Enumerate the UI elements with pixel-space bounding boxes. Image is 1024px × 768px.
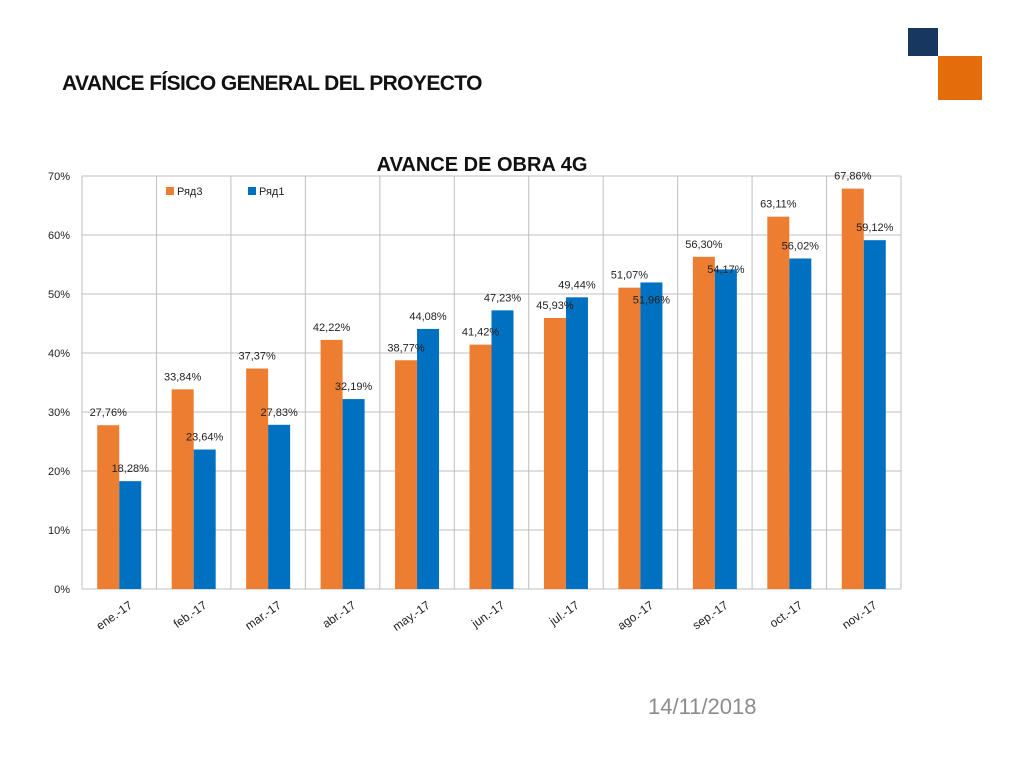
bar-ryad3 <box>97 425 120 589</box>
x-tick-label: feb.-17 <box>171 598 210 631</box>
bar-ryad1 <box>342 399 365 589</box>
y-tick-label: 10% <box>48 525 70 537</box>
y-tick-label: 60% <box>48 230 70 242</box>
data-label-ryad3: 33,84% <box>164 371 202 383</box>
bar-ryad1 <box>193 449 216 589</box>
x-tick-label: abr.-17 <box>320 598 359 631</box>
bar-ryad3 <box>246 368 269 589</box>
legend-label: Ряд3 <box>177 186 202 198</box>
data-label-ryad3: 38,77% <box>387 342 425 354</box>
navy-accent-square <box>908 28 938 56</box>
x-tick-label: jul.-17 <box>546 598 582 629</box>
y-tick-label: 40% <box>48 348 70 360</box>
bar-ryad1 <box>565 297 588 589</box>
data-label-ryad3: 42,22% <box>313 322 351 334</box>
data-label-ryad1: 27,83% <box>260 407 298 419</box>
data-label-ryad3: 27,76% <box>90 407 128 419</box>
x-tick-label: ene.-17 <box>94 598 136 633</box>
data-label-ryad3: 51,07% <box>611 270 649 282</box>
bar-ryad3 <box>618 287 641 589</box>
bar-ryad1 <box>640 282 663 589</box>
bar-ryad1 <box>268 424 291 589</box>
bar-ryad1 <box>714 269 737 589</box>
data-label-ryad3: 37,37% <box>238 351 276 363</box>
orange-accent-square <box>938 56 982 100</box>
x-tick-label: ago.-17 <box>615 598 657 633</box>
bar-ryad3 <box>692 256 715 589</box>
y-tick-label: 20% <box>48 466 70 478</box>
bar-ryad1 <box>119 481 142 589</box>
slide-date: 14/11/2018 <box>648 694 757 719</box>
legend-swatch <box>248 187 256 195</box>
x-tick-label: may.-17 <box>390 598 433 634</box>
data-label-ryad3: 41,42% <box>462 327 500 339</box>
bar-ryad1 <box>417 328 440 589</box>
bar-ryad3 <box>767 216 790 589</box>
bar-ryad1 <box>491 310 514 589</box>
x-tick-label: sep.-17 <box>690 598 731 633</box>
data-label-ryad3: 45,93% <box>536 300 574 312</box>
data-label-ryad1: 32,19% <box>335 381 373 393</box>
data-label-ryad1: 56,02% <box>782 240 820 252</box>
bar-ryad1 <box>789 258 812 589</box>
data-label-ryad1: 49,44% <box>558 279 596 291</box>
legend-item-ryad3: Ряд3 <box>166 186 202 198</box>
data-label-ryad1: 47,23% <box>484 292 522 304</box>
y-tick-label: 30% <box>48 407 70 419</box>
data-label-ryad1: 23,64% <box>186 432 224 444</box>
data-label-ryad3: 56,30% <box>685 239 723 251</box>
bar-ryad3 <box>171 389 194 589</box>
chart-title: AVANCE DE OBRA 4G <box>377 154 588 176</box>
legend-label: Ряд1 <box>259 186 284 198</box>
y-tick-label: 70% <box>48 171 70 183</box>
bar-ryad3 <box>841 188 864 589</box>
legend-swatch <box>166 187 174 195</box>
bar-ryad1 <box>863 240 886 589</box>
bar-ryad3 <box>543 318 566 589</box>
data-label-ryad1: 59,12% <box>856 222 894 234</box>
data-label-ryad1: 51,96% <box>633 295 671 307</box>
bar-ryad3 <box>469 344 492 589</box>
data-label-ryad3: 67,86% <box>834 171 872 183</box>
y-tick-label: 0% <box>54 584 70 596</box>
y-tick-label: 50% <box>48 289 70 301</box>
page-title: AVANCE FÍSICO GENERAL DEL PROYECTO <box>62 72 482 95</box>
bar-ryad3 <box>320 339 343 589</box>
data-label-ryad1: 18,28% <box>112 463 150 475</box>
legend-item-ryad1: Ряд1 <box>248 186 284 198</box>
x-tick-label: mar.-17 <box>242 598 284 633</box>
x-tick-label: oct.-17 <box>767 598 805 631</box>
x-tick-label: jun.-17 <box>468 598 507 631</box>
bar-ryad3 <box>395 360 418 589</box>
data-label-ryad3: 63,11% <box>760 199 797 211</box>
data-label-ryad1: 44,08% <box>409 311 447 323</box>
x-tick-label: nov.-17 <box>839 598 879 632</box>
data-label-ryad1: 54,17% <box>707 264 745 276</box>
